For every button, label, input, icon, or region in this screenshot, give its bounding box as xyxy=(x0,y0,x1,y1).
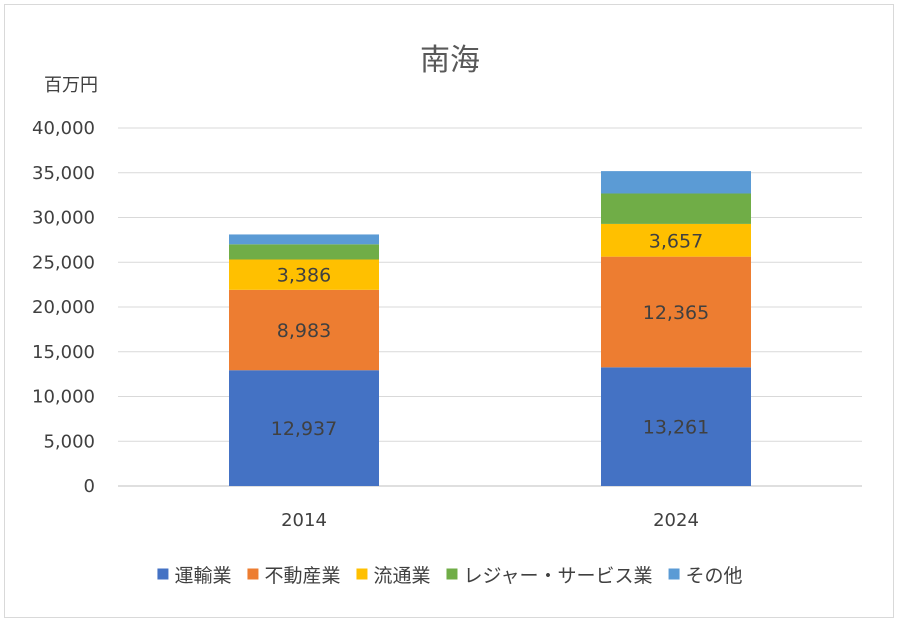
legend-item: 不動産業 xyxy=(247,565,340,587)
legend-swatch xyxy=(446,568,458,580)
y-tick-label: 40,000 xyxy=(32,118,95,139)
bar-segment xyxy=(229,259,379,290)
legend-item: 運輸業 xyxy=(157,565,231,587)
y-axis-ticks: 0 5,000 10,000 15,000 20,000 25,000 30,000 35,0… xyxy=(32,118,95,497)
bar-segment xyxy=(229,234,379,245)
data-label: 3,386 xyxy=(277,265,331,287)
bar-segment xyxy=(601,256,751,368)
data-label: 8,983 xyxy=(277,320,331,342)
x-axis-ticks: 2014 2024 xyxy=(281,510,699,531)
legend-label: レジャー・サービス業 xyxy=(463,565,652,587)
legend: 運輸業 不動産業 流通業 レジャー・サービス業 その他 xyxy=(157,565,743,587)
data-label: 13,261 xyxy=(643,417,709,439)
legend-swatch xyxy=(668,568,680,580)
y-tick-label: 20,000 xyxy=(32,297,95,318)
legend-item: その他 xyxy=(668,565,743,587)
legend-label: その他 xyxy=(686,565,743,587)
bar-segment xyxy=(229,289,379,371)
chart-title: 南海 xyxy=(420,43,480,78)
legend-label: 流通業 xyxy=(373,565,430,587)
x-tick-label: 2024 xyxy=(653,510,699,531)
y-tick-label: 30,000 xyxy=(32,208,95,229)
bar-segment xyxy=(601,223,751,257)
legend-label: 運輸業 xyxy=(174,565,231,587)
y-axis-unit-label: 百万円 xyxy=(44,75,98,96)
y-tick-label: 15,000 xyxy=(32,342,95,363)
bars: 12,937 8,983 3,386 13,261 12,365 3,657 xyxy=(229,171,751,486)
legend-swatch xyxy=(247,568,259,580)
data-label: 3,657 xyxy=(649,230,703,252)
bar-segment xyxy=(601,367,751,486)
y-tick-label: 35,000 xyxy=(32,163,95,184)
y-tick-label: 25,000 xyxy=(32,252,95,273)
bar-segment xyxy=(601,171,751,194)
legend-swatch xyxy=(157,568,169,580)
y-tick-label: 10,000 xyxy=(32,387,95,408)
y-tick-label: 0 xyxy=(84,476,95,497)
bar-segment xyxy=(229,244,379,260)
legend-label: 不動産業 xyxy=(264,565,340,587)
data-label: 12,365 xyxy=(643,302,709,324)
bar-segment xyxy=(601,193,751,224)
x-tick-label: 2014 xyxy=(281,510,327,531)
legend-swatch xyxy=(356,568,368,580)
legend-item: レジャー・サービス業 xyxy=(446,565,653,587)
legend-item: 流通業 xyxy=(356,565,430,587)
bar-segment xyxy=(229,370,379,486)
y-tick-label: 5,000 xyxy=(43,431,95,452)
data-label: 12,937 xyxy=(271,418,337,440)
